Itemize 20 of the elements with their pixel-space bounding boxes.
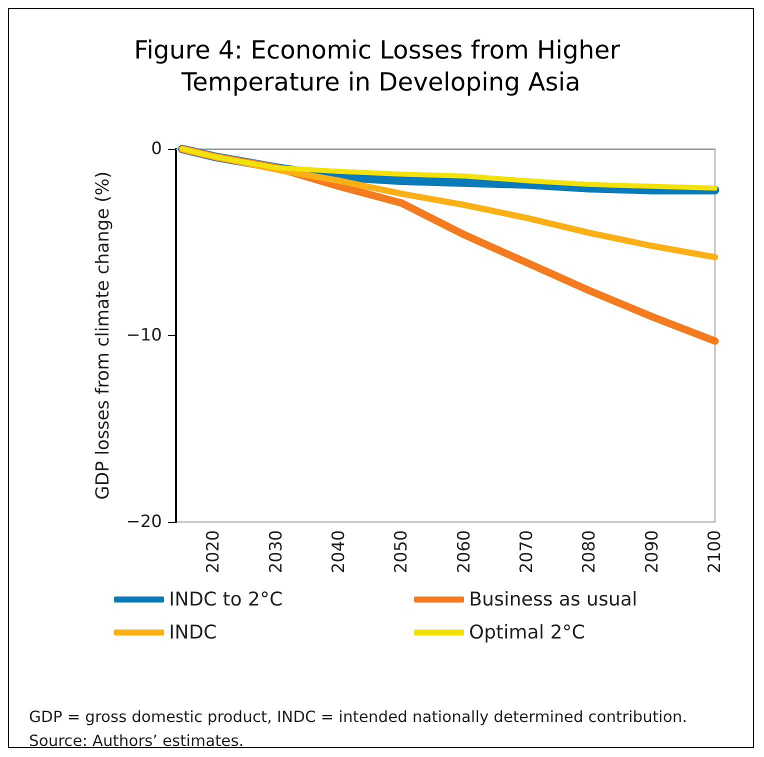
x-tick-label: 2080: [580, 530, 600, 574]
y-tick-label: 0: [151, 139, 162, 159]
legend-label: INDC: [169, 622, 217, 644]
x-tick-label: 2070: [516, 530, 537, 574]
legend-label: INDC to 2°C: [169, 588, 283, 610]
x-tick-label: 2040: [328, 530, 349, 574]
y-axis-title: GDP losses from climate change (%): [92, 171, 114, 500]
chart-title: Figure 4: Economic Losses from Higher Temperature in Developing Asia: [134, 36, 628, 96]
source-note: Source: Authors’ estimates.: [29, 732, 244, 750]
y-tick-label: −20: [126, 512, 162, 532]
text: GDP = gross domestic product, INDC = intended nationally determined contribution.: [29, 708, 688, 726]
x-tick-label: 2050: [392, 530, 412, 574]
y-tick-label: −10: [126, 326, 162, 346]
legend-label: Optimal 2°C: [469, 622, 586, 644]
x-tick-label: 2090: [642, 530, 662, 574]
x-tick-label: 2060: [454, 530, 474, 574]
x-tick-label: 2020: [204, 530, 224, 574]
x-tick-label: 2100: [705, 530, 725, 574]
x-tick-label: 2030: [266, 530, 286, 574]
legend-label: Business as usual: [469, 588, 638, 610]
